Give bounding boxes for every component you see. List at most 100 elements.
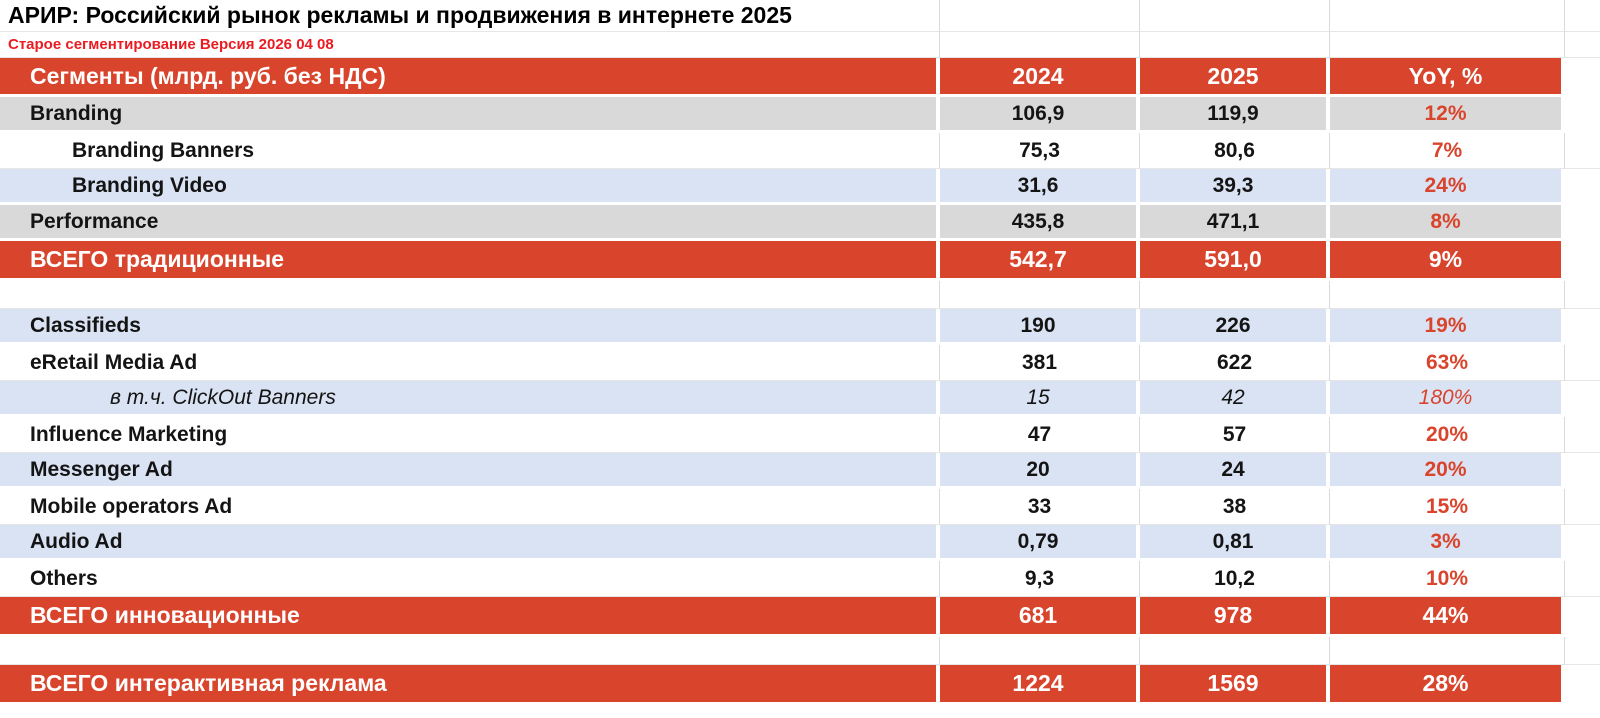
segment-label: Audio Ad xyxy=(0,525,940,561)
table-header-row: Сегменты (млрд. руб. без НДС) 2024 2025 … xyxy=(0,58,1600,97)
value-2024: 31,6 xyxy=(940,169,1140,205)
header-2024: 2024 xyxy=(940,58,1140,97)
value-2024: 1224 xyxy=(940,665,1140,705)
empty-cell xyxy=(1565,489,1600,525)
table-row: Messenger Ad 20 24 20% xyxy=(0,453,1600,489)
value-yoy: 3% xyxy=(1330,525,1565,561)
value-yoy: 20% xyxy=(1330,453,1565,489)
empty-cell xyxy=(1565,205,1600,241)
value-2025: 80,6 xyxy=(1140,133,1330,169)
empty-cell xyxy=(1565,453,1600,489)
table-row: Mobile operators Ad 33 38 15% xyxy=(0,489,1600,525)
segment-label: ВСЕГО инновационные xyxy=(0,597,940,637)
value-yoy: 19% xyxy=(1330,309,1565,345)
table-row: ВСЕГО инновационные 681 978 44% xyxy=(0,597,1600,637)
value-2024: 9,3 xyxy=(940,561,1140,597)
header-yoy: YoY, % xyxy=(1330,58,1565,97)
value-2024: 47 xyxy=(940,417,1140,453)
segment-label: ВСЕГО традиционные xyxy=(0,241,940,281)
spacer-row xyxy=(0,637,1600,665)
empty-cell xyxy=(1140,32,1330,58)
value-yoy xyxy=(1330,281,1565,309)
value-2025: 57 xyxy=(1140,417,1330,453)
header-2025: 2025 xyxy=(1140,58,1330,97)
value-2024: 681 xyxy=(940,597,1140,637)
spacer-row xyxy=(0,281,1600,309)
segment-label: Mobile operators Ad xyxy=(0,489,940,525)
value-yoy: 7% xyxy=(1330,133,1565,169)
value-2025: 10,2 xyxy=(1140,561,1330,597)
table-row: в т.ч. ClickOut Banners 15 42 180% xyxy=(0,381,1600,417)
empty-cell xyxy=(1565,97,1600,133)
value-yoy: 20% xyxy=(1330,417,1565,453)
value-2025: 119,9 xyxy=(1140,97,1330,133)
value-yoy: 12% xyxy=(1330,97,1565,133)
segment-label xyxy=(0,637,940,665)
value-yoy: 28% xyxy=(1330,665,1565,705)
empty-cell xyxy=(1330,32,1565,58)
table-row: Classifieds 190 226 19% xyxy=(0,309,1600,345)
segment-label: Branding Video xyxy=(0,169,940,205)
value-2024: 190 xyxy=(940,309,1140,345)
empty-cell xyxy=(1565,665,1600,705)
value-2025: 1569 xyxy=(1140,665,1330,705)
segment-label: Branding Banners xyxy=(0,133,940,169)
segment-label: ВСЕГО интерактивная реклама xyxy=(0,665,940,705)
version-note: Старое сегментирование Версия 2026 04 08 xyxy=(0,32,940,58)
value-2025: 38 xyxy=(1140,489,1330,525)
segment-label: Performance xyxy=(0,205,940,241)
value-yoy: 15% xyxy=(1330,489,1565,525)
empty-cell xyxy=(1565,345,1600,381)
table-row: Others 9,3 10,2 10% xyxy=(0,561,1600,597)
empty-cell xyxy=(1565,637,1600,665)
empty-cell xyxy=(1565,133,1600,169)
value-2025: 471,1 xyxy=(1140,205,1330,241)
table-row: Influence Marketing 47 57 20% xyxy=(0,417,1600,453)
version-row: Старое сегментирование Версия 2026 04 08 xyxy=(0,32,1600,58)
empty-cell xyxy=(1565,58,1600,97)
segment-label xyxy=(0,281,940,309)
segment-label: Messenger Ad xyxy=(0,453,940,489)
value-2025 xyxy=(1140,637,1330,665)
value-yoy: 24% xyxy=(1330,169,1565,205)
value-2025: 42 xyxy=(1140,381,1330,417)
empty-cell xyxy=(940,32,1140,58)
table-row: ВСЕГО интерактивная реклама 1224 1569 28% xyxy=(0,665,1600,705)
table-row: eRetail Media Ad 381 622 63% xyxy=(0,345,1600,381)
value-2024 xyxy=(940,637,1140,665)
value-yoy: 44% xyxy=(1330,597,1565,637)
value-2024: 20 xyxy=(940,453,1140,489)
value-2025: 39,3 xyxy=(1140,169,1330,205)
empty-cell xyxy=(1140,0,1330,32)
value-2024: 0,79 xyxy=(940,525,1140,561)
table-row: Performance 435,8 471,1 8% xyxy=(0,205,1600,241)
value-2025: 0,81 xyxy=(1140,525,1330,561)
empty-cell xyxy=(1565,281,1600,309)
table-row: Branding Video 31,6 39,3 24% xyxy=(0,169,1600,205)
value-yoy: 180% xyxy=(1330,381,1565,417)
value-yoy: 8% xyxy=(1330,205,1565,241)
value-yoy: 10% xyxy=(1330,561,1565,597)
value-2025: 978 xyxy=(1140,597,1330,637)
value-2024: 381 xyxy=(940,345,1140,381)
value-2025: 24 xyxy=(1140,453,1330,489)
empty-cell xyxy=(1330,0,1565,32)
empty-cell xyxy=(1565,309,1600,345)
empty-cell xyxy=(1565,381,1600,417)
title-row: АРИР: Российский рынок рекламы и продвиж… xyxy=(0,0,1600,32)
empty-cell xyxy=(1565,169,1600,205)
value-2024: 15 xyxy=(940,381,1140,417)
empty-cell xyxy=(940,0,1140,32)
value-2025: 226 xyxy=(1140,309,1330,345)
empty-cell xyxy=(1565,32,1600,58)
segment-label: Influence Marketing xyxy=(0,417,940,453)
value-2024: 106,9 xyxy=(940,97,1140,133)
value-2025: 591,0 xyxy=(1140,241,1330,281)
header-segments: Сегменты (млрд. руб. без НДС) xyxy=(0,58,940,97)
value-2024: 435,8 xyxy=(940,205,1140,241)
table-row: Branding 106,9 119,9 12% xyxy=(0,97,1600,133)
value-2024 xyxy=(940,281,1140,309)
segment-label: eRetail Media Ad xyxy=(0,345,940,381)
segment-label: Branding xyxy=(0,97,940,133)
